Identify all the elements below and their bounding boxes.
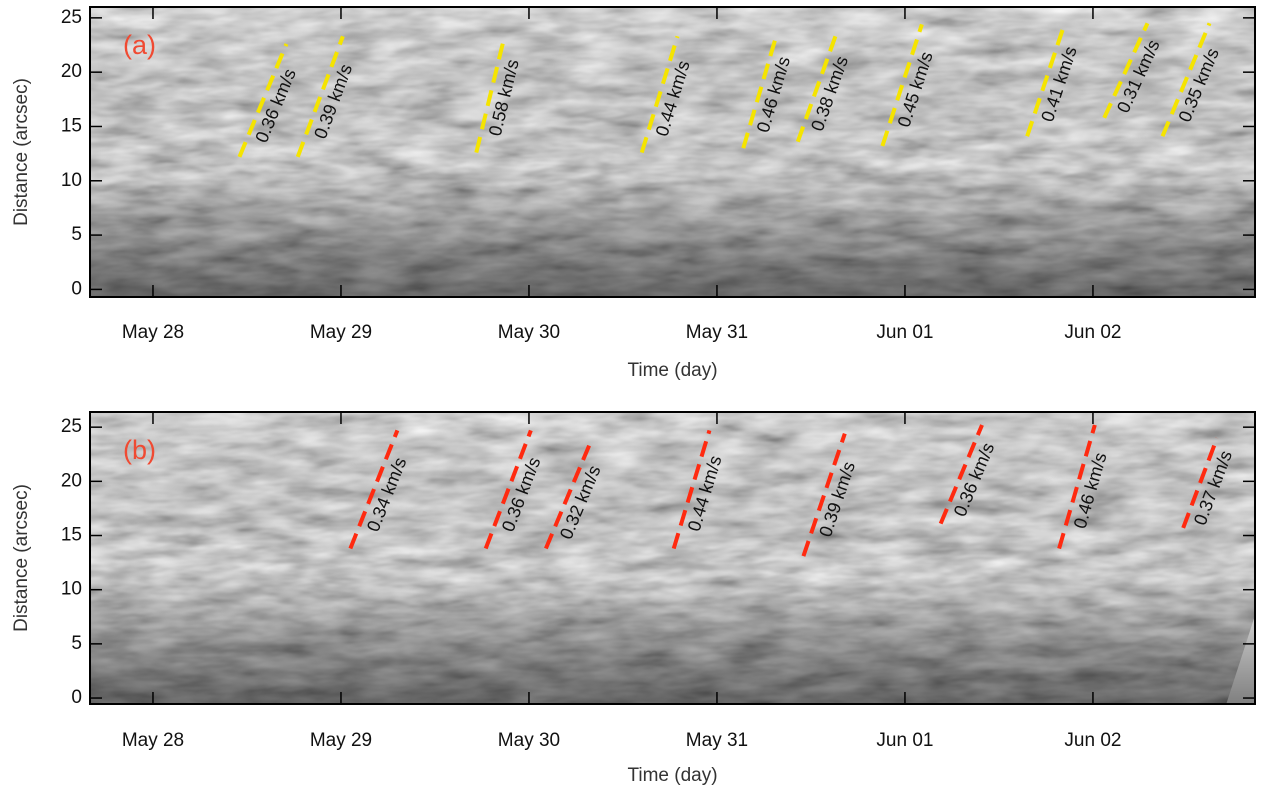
x-tick-label: May 29 [310,730,372,751]
plot-frame [89,411,1256,705]
x-tick-label: Jun 02 [1064,322,1121,343]
velocity-line [295,35,345,158]
y-tick-label: 20 [61,470,82,491]
y-tick-label: 15 [61,115,82,136]
velocity-line [639,35,680,154]
velocity-line [1181,437,1219,529]
velocity-line [1025,22,1067,137]
y-axis-label: Distance (arcsec) [11,78,32,226]
velocity-line [1102,22,1150,119]
velocity-line [544,444,591,550]
x-tick-label: May 30 [498,322,560,343]
velocity-line [1160,22,1212,138]
panel-label: (a) [123,30,156,60]
y-tick-label: 25 [61,416,82,437]
velocity-line [483,429,533,550]
x-axis-label: Time (day) [627,765,717,786]
y-tick-label: 10 [61,170,82,191]
image-background [90,7,1255,297]
y-tick-label: 25 [61,7,82,28]
velocity-line [1057,424,1097,550]
x-tick-label: Jun 01 [876,322,933,343]
panel-label: (b) [123,435,156,465]
velocity-line [880,23,924,147]
y-tick-label: 0 [71,278,82,299]
velocity-line [801,433,847,557]
velocity-line [237,43,289,158]
y-tick-label: 5 [71,224,82,245]
y-axis-label: Distance (arcsec) [11,484,32,632]
x-tick-label: May 30 [498,730,560,751]
x-tick-label: May 31 [686,322,748,343]
velocity-line [671,429,712,550]
y-tick-label: 15 [61,525,82,546]
velocity-line [348,429,400,550]
panel: 0 5 10 15 20 25 May 28 May 29 May 30 May 31 Jun 01… [11,6,1256,381]
y-tick-label: 0 [71,687,82,708]
x-axis-label: Time (day) [627,360,717,381]
velocity-line [795,35,838,143]
x-tick-label: Jun 02 [1064,730,1121,751]
y-tick-label: 10 [61,579,82,600]
x-tick-label: Jun 01 [876,730,933,751]
panel: 0 5 10 15 20 25 May 28 May 29 May 30 May 31 Jun 01… [11,411,1256,786]
x-tick-label: May 29 [310,322,372,343]
x-tick-label: May 31 [686,730,748,751]
y-tick-label: 5 [71,633,82,654]
velocity-line [741,32,780,149]
x-tick-label: May 28 [122,730,184,751]
shade [90,412,1255,704]
x-tick-label: May 28 [122,322,184,343]
velocity-line [938,424,984,525]
plot-frame [89,6,1256,298]
velocity-line [474,35,507,154]
image-background [90,412,1255,704]
y-tick-label: 20 [61,61,82,82]
